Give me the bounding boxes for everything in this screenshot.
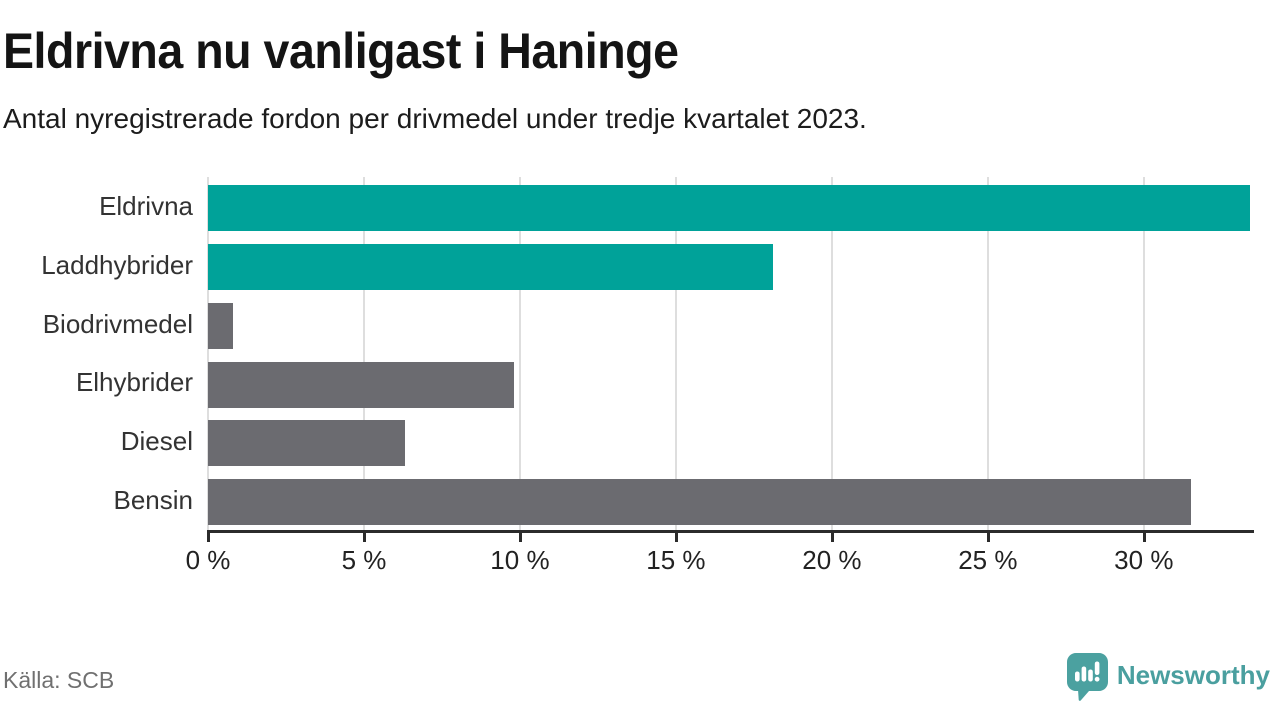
x-axis-tick: [518, 533, 522, 542]
x-axis-line: [207, 530, 1254, 533]
category-label-biodrivmedel: Biodrivmedel: [42, 308, 193, 339]
category-label-eldrivna: Eldrivna: [99, 190, 193, 221]
x-axis-tick-label: 15 %: [646, 545, 706, 575]
x-axis-tick-label: 0 %: [185, 545, 231, 575]
gridline: [674, 177, 677, 530]
x-axis-tick: [830, 533, 834, 542]
x-axis-tick: [207, 533, 210, 542]
x-axis-tick: [986, 533, 990, 542]
bar-bensin: [208, 479, 1191, 526]
gridline: [518, 177, 521, 530]
gridline: [986, 177, 989, 530]
x-axis-tick-label: 30 %: [1114, 545, 1174, 575]
x-axis-tick: [674, 533, 678, 542]
chart-subtitle: Antal nyregistrerade fordon per drivmede…: [3, 103, 867, 134]
plot-area: [207, 177, 1253, 530]
x-axis-tick: [1142, 533, 1146, 542]
brand-wordmark: Newsworthy: [1116, 660, 1270, 690]
category-label-laddhybrider: Laddhybrider: [41, 249, 193, 280]
x-axis-tick-label: 20 %: [802, 545, 862, 575]
bar-laddhybrider: [208, 243, 773, 290]
x-axis-tick-label: 25 %: [958, 545, 1018, 575]
category-label-bensin: Bensin: [113, 485, 194, 516]
bar-diesel: [208, 420, 405, 467]
x-axis-tick-label: 10 %: [490, 545, 550, 575]
bar-biodrivmedel: [208, 302, 233, 349]
gridline: [830, 177, 833, 530]
category-label-elhybrider: Elhybrider: [75, 367, 193, 398]
x-axis-tick: [362, 533, 366, 542]
brand-logo: Newsworthy: [1066, 653, 1270, 707]
newsworthy-bubble-icon: [1066, 653, 1108, 707]
gridline: [1142, 177, 1145, 530]
bar-elhybrider: [208, 361, 514, 408]
source-credit: Källa: SCB: [3, 667, 115, 693]
bar-eldrivna: [208, 185, 1250, 231]
gridline: [207, 177, 209, 530]
chart-title: Eldrivna nu vanligast i Haninge: [3, 23, 679, 79]
gridline: [362, 177, 365, 530]
x-axis-tick-label: 5 %: [341, 545, 387, 575]
category-label-diesel: Diesel: [120, 426, 193, 457]
